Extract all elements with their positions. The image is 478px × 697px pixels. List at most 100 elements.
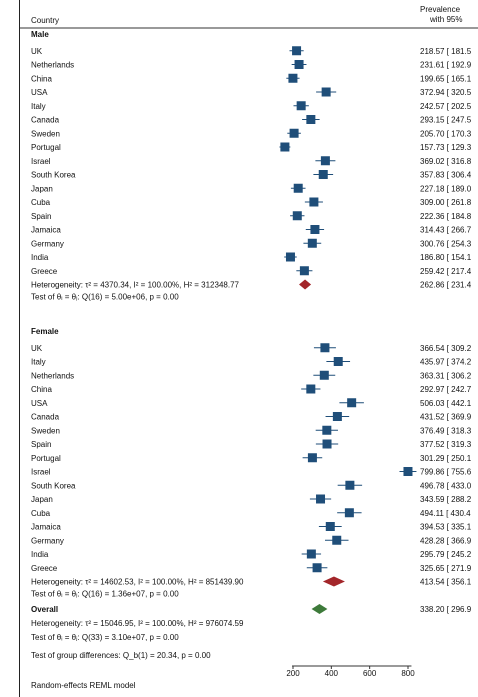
female-heterogeneity: Heterogeneity: τ² = 14602.53, I² = 100.0… — [31, 578, 244, 587]
male-row-italy-ci-text: 242.57 [ 202.5 — [420, 102, 472, 111]
female-row-cuba-ci-text: 494.11 [ 430.4 — [420, 509, 471, 518]
male-row-greece-label: Greece — [31, 267, 58, 276]
male-row-israel-ci-text: 369.02 [ 316.8 — [420, 157, 472, 166]
male-row-cuba-marker — [309, 197, 319, 207]
male-row-sweden-label: Sweden — [31, 129, 60, 138]
male-row-usa-ci-text: 372.94 [ 320.5 — [420, 88, 472, 97]
male-row-south-korea-marker — [318, 170, 328, 179]
male-row-portugal-ci-text: 157.73 [ 129.3 — [420, 143, 472, 152]
male-row-italy-marker — [296, 101, 306, 111]
female-row-spain-ci-text: 377.52 [ 319.3 — [420, 440, 472, 449]
female-row-greece-marker — [312, 563, 322, 573]
female-row-israel-ci-text: 799.86 [ 755.6 — [420, 468, 472, 477]
male-row-south-korea-label: South Korea — [31, 171, 76, 180]
male-row-greece-ci-text: 259.42 [ 217.4 — [420, 267, 472, 276]
female-row-india-ci-text: 295.79 [ 245.2 — [420, 550, 472, 559]
female-row-jamaica-ci-text: 394.53 [ 335.1 — [420, 523, 472, 532]
female-row-netherlands-marker — [319, 370, 329, 380]
female-row-greece-ci-text: 325.65 [ 271.9 — [420, 564, 472, 573]
header-prevalence: Prevalence — [420, 5, 461, 14]
male-row-cuba-label: Cuba — [31, 198, 51, 207]
female-row-italy-ci-text: 435.97 [ 374.2 — [420, 358, 472, 367]
male-summary-ci-text: 262.86 [ 231.4 — [420, 281, 472, 290]
male-row-israel-marker — [320, 156, 330, 166]
female-row-jamaica-marker — [325, 522, 335, 531]
male-row-sweden-marker — [289, 128, 299, 138]
male-row-portugal-marker — [280, 142, 290, 152]
female-row-canada-marker — [332, 412, 342, 421]
female-row-canada-label: Canada — [31, 413, 60, 422]
female-row-usa-label: USA — [31, 399, 48, 408]
male-row-germany-marker — [307, 238, 317, 248]
female-row-sweden-ci-text: 376.49 [ 318.3 — [420, 426, 472, 435]
male-row-greece-marker — [299, 266, 309, 276]
male-row-spain-ci-text: 222.36 [ 184.8 — [420, 212, 472, 221]
x-tick-label-200: 200 — [286, 669, 300, 678]
footnote: Random-effects REML model — [31, 681, 136, 690]
overall-ci-text: 338.20 [ 296.9 — [420, 605, 472, 614]
female-row-spain-marker — [322, 439, 332, 449]
male-row-italy-label: Italy — [31, 102, 46, 111]
female-row-south-korea-label: South Korea — [31, 481, 76, 490]
male-row-germany-ci-text: 300.76 [ 254.3 — [420, 239, 472, 248]
male-row-netherlands-ci-text: 231.61 [ 192.9 — [420, 61, 472, 70]
male-row-china-label: China — [31, 74, 52, 83]
male-row-sweden-ci-text: 205.70 [ 170.3 — [420, 129, 472, 138]
x-tick-label-600: 600 — [363, 669, 377, 678]
female-row-greece-label: Greece — [31, 564, 58, 573]
female-row-china-label: China — [31, 385, 52, 394]
group-title-male: Male — [31, 30, 49, 39]
female-row-italy-marker — [333, 357, 343, 366]
male-row-germany-label: Germany — [31, 239, 64, 248]
female-row-china-marker — [306, 384, 316, 394]
male-row-china-ci-text: 199.65 [ 165.1 — [420, 74, 472, 83]
female-row-israel-marker — [403, 467, 413, 476]
female-row-india-label: India — [31, 550, 49, 559]
male-row-india-marker — [285, 252, 295, 262]
x-tick-label-800: 800 — [401, 669, 415, 678]
male-row-japan-label: Japan — [31, 184, 53, 193]
male-row-cuba-ci-text: 309.00 [ 261.8 — [420, 198, 472, 207]
group-differences-test: Test of group differences: Q_b(1) = 20.3… — [31, 651, 211, 660]
female-row-cuba-marker — [344, 508, 354, 518]
male-row-india-ci-text: 186.80 [ 154.1 — [420, 253, 472, 262]
male-row-uk-ci-text: 218.57 [ 181.5 — [420, 47, 472, 56]
female-row-portugal-marker — [307, 453, 317, 463]
male-row-canada-ci-text: 293.15 [ 247.5 — [420, 116, 472, 125]
female-row-usa-marker — [347, 398, 357, 408]
female-row-portugal-ci-text: 301.29 [ 250.1 — [420, 454, 472, 463]
female-row-japan-marker — [316, 494, 326, 504]
female-row-sweden-marker — [322, 425, 332, 435]
male-row-israel-label: Israel — [31, 157, 51, 166]
female-row-uk-ci-text: 366.54 [ 309.2 — [420, 344, 472, 353]
female-row-spain-label: Spain — [31, 440, 51, 449]
female-row-canada-ci-text: 431.52 [ 369.9 — [420, 413, 472, 422]
male-row-china-marker — [288, 73, 298, 83]
female-row-israel-label: Israel — [31, 468, 51, 477]
female-test: Test of θᵢ = θⱼ: Q(16) = 1.36e+07, p = 0… — [31, 589, 179, 598]
male-row-japan-marker — [293, 183, 303, 193]
male-row-netherlands-label: Netherlands — [31, 61, 74, 70]
female-row-cuba-label: Cuba — [31, 509, 51, 518]
male-row-portugal-label: Portugal — [31, 143, 61, 152]
overall-test: Test of θᵢ = θⱼ: Q(33) = 3.10e+07, p = 0… — [31, 633, 179, 642]
x-tick-label-400: 400 — [325, 669, 339, 678]
header-ci-label: with 95% — [429, 15, 462, 24]
female-row-japan-label: Japan — [31, 495, 53, 504]
female-row-uk-marker — [320, 343, 330, 353]
male-row-japan-ci-text: 227.18 [ 189.0 — [420, 184, 472, 193]
male-row-uk-label: UK — [31, 47, 43, 56]
overall-heterogeneity: Heterogeneity: τ² = 15046.95, I² = 100.0… — [31, 619, 244, 628]
male-row-south-korea-ci-text: 357.83 [ 306.4 — [420, 171, 472, 180]
male-row-uk-marker — [292, 46, 302, 56]
female-summary-diamond — [322, 576, 345, 587]
female-row-germany-ci-text: 428.28 [ 366.9 — [420, 536, 472, 545]
male-row-jamaica-label: Jamaica — [31, 226, 61, 235]
female-row-portugal-label: Portugal — [31, 454, 61, 463]
male-row-usa-marker — [321, 87, 331, 97]
female-row-usa-ci-text: 506.03 [ 442.1 — [420, 399, 472, 408]
male-row-jamaica-ci-text: 314.43 [ 266.7 — [420, 226, 472, 235]
female-row-jamaica-label: Jamaica — [31, 523, 61, 532]
female-row-germany-label: Germany — [31, 536, 64, 545]
